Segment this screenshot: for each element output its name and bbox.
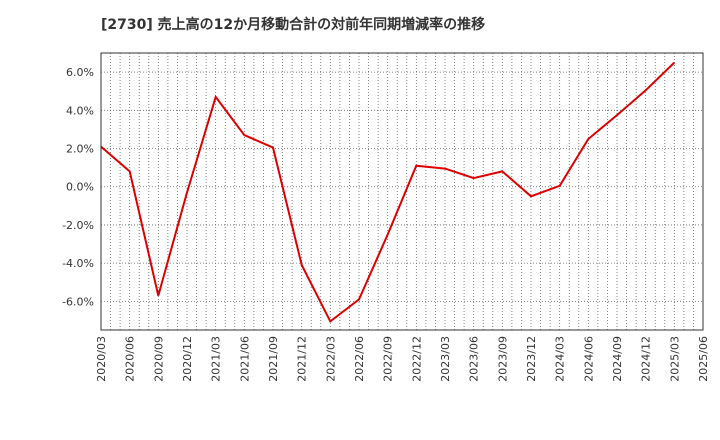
y-tick-label: 4.0% <box>66 104 94 117</box>
x-tick-label: 2022/09 <box>382 336 395 382</box>
x-tick-label: 2020/09 <box>152 336 165 382</box>
x-tick-label: 2023/06 <box>468 336 481 382</box>
x-tick-label: 2020/03 <box>95 336 108 382</box>
x-tick-label: 2024/12 <box>640 336 653 382</box>
x-tick-label: 2022/06 <box>353 336 366 382</box>
series-layer <box>100 61 675 323</box>
x-tick-label: 2020/06 <box>124 336 137 382</box>
y-tick-label: -4.0% <box>62 257 94 270</box>
grid-lines <box>101 53 703 330</box>
chart-title: [2730] 売上高の12か月移動合計の対前年同期増減率の推移 <box>101 17 486 33</box>
x-tick-label: 2022/12 <box>410 336 423 382</box>
x-tick-label: 2021/03 <box>210 336 223 382</box>
y-axis-ticks: -6.0% -4.0% -2.0% 0.0% 2.0% 4.0% 6.0% <box>62 66 94 308</box>
x-tick-label: 2021/06 <box>238 336 251 382</box>
y-tick-label: -2.0% <box>62 219 94 232</box>
x-axis-ticks: 2020/03 2020/06 2020/09 2020/12 2021/03 2021/… <box>95 336 710 382</box>
x-tick-label: 2021/09 <box>267 336 280 382</box>
series-line <box>100 61 675 323</box>
plot-frame <box>100 52 704 331</box>
x-tick-label: 2024/03 <box>554 336 567 382</box>
x-tick-label: 2024/06 <box>582 336 595 382</box>
x-tick-label: 2025/06 <box>697 336 710 382</box>
x-tick-label: 2021/12 <box>296 336 309 382</box>
x-tick-label: 2023/09 <box>496 336 509 382</box>
x-tick-label: 2022/03 <box>324 336 337 382</box>
y-tick-label: 6.0% <box>66 66 94 79</box>
x-tick-label: 2024/09 <box>611 336 624 382</box>
y-tick-label: -6.0% <box>62 295 94 308</box>
y-tick-label: 2.0% <box>66 143 94 156</box>
x-tick-label: 2023/03 <box>439 336 452 382</box>
y-tick-label: 0.0% <box>66 181 94 194</box>
x-tick-label: 2020/12 <box>181 336 194 382</box>
x-tick-label: 2023/12 <box>525 336 538 382</box>
x-tick-label: 2025/03 <box>668 336 681 382</box>
plot-background <box>101 53 703 330</box>
